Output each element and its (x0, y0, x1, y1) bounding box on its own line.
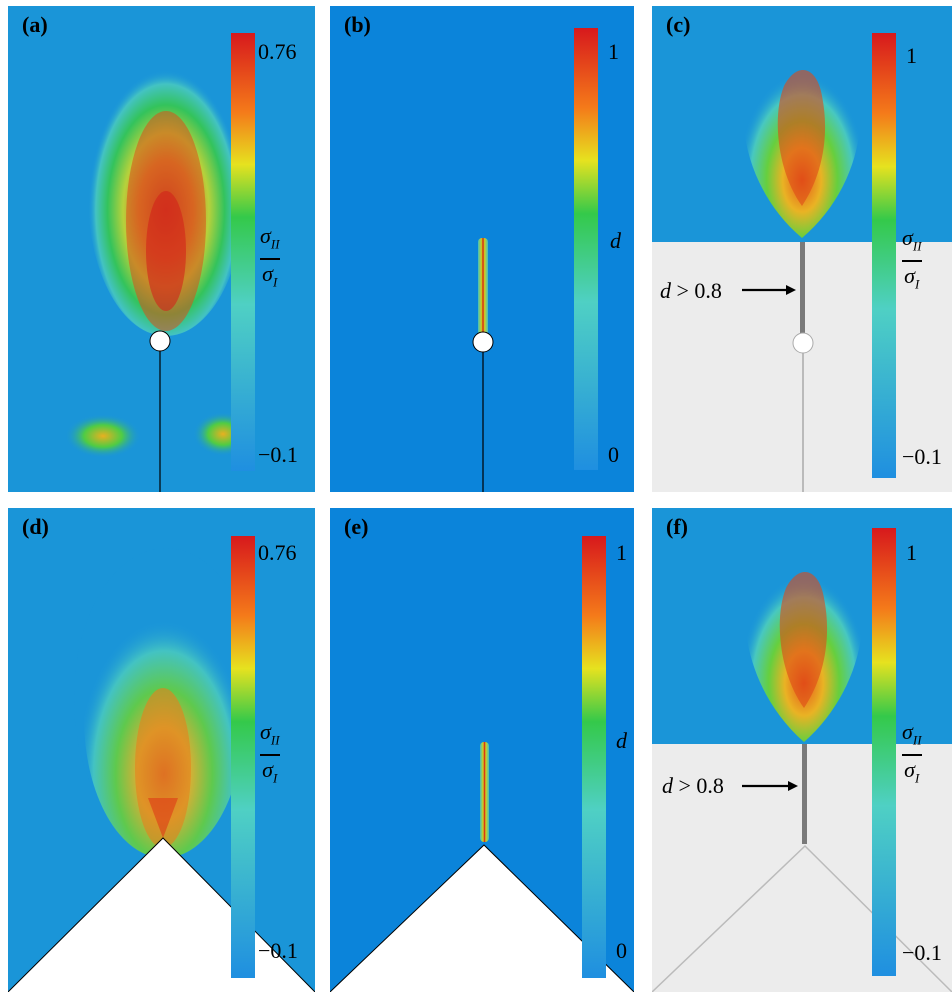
panel-a: (a) 0.76 −0.1 σII σI (8, 6, 315, 492)
panel-label: (a) (22, 12, 48, 37)
panel-c: (c) 1 −0.1 σII σI d > 0.8 (652, 6, 952, 492)
colorbar-min-label: −0.1 (258, 938, 298, 963)
colorbar-quantity-label: σII σI (902, 225, 922, 292)
colorbar (582, 536, 606, 978)
colorbar-max-label: 1 (616, 540, 627, 565)
colorbar-min-label: 0 (616, 938, 627, 963)
colorbar-max-label: 1 (906, 540, 917, 565)
panel-e: (e) 1 0 d (330, 508, 634, 992)
colorbar-min-label: −0.1 (258, 442, 298, 467)
colorbar-quantity-label: d (616, 728, 627, 753)
colorbar-min-label: −0.1 (902, 940, 942, 965)
stress-field-plot (652, 6, 952, 492)
panel-label: (e) (344, 514, 369, 539)
colorbar-quantity-label: σII σI (902, 719, 922, 786)
panel-label: (c) (666, 12, 691, 37)
panel-label: (f) (666, 514, 688, 539)
colorbar (231, 33, 255, 471)
damage-threshold-annotation: d > 0.8 (662, 773, 724, 798)
colorbar-max-label: 0.76 (258, 540, 297, 565)
colorbar-min-label: 0 (608, 442, 619, 467)
colorbar-quantity-label: σII σI (260, 719, 280, 786)
colorbar-max-label: 1 (608, 39, 619, 64)
panel-b: (b) 1 0 d (330, 6, 634, 492)
damage-threshold-annotation: d > 0.8 (660, 278, 722, 303)
colorbar-quantity-label: d (610, 228, 621, 253)
panel-label: (b) (344, 12, 371, 37)
colorbar-max-label: 0.76 (258, 39, 297, 64)
colorbar (574, 28, 598, 470)
panel-label: (d) (22, 514, 49, 539)
colorbar-max-label: 1 (906, 43, 917, 68)
colorbar (872, 33, 896, 478)
colorbar (231, 536, 255, 978)
stress-field-plot (652, 508, 952, 992)
panel-d: (d) 0.76 −0.1 σII σI (8, 508, 315, 992)
colorbar (872, 528, 896, 976)
colorbar-min-label: −0.1 (902, 444, 942, 469)
panel-f: (f) 1 −0.1 σII σI d > 0.8 (652, 508, 952, 992)
colorbar-quantity-label: σII σI (260, 223, 280, 290)
